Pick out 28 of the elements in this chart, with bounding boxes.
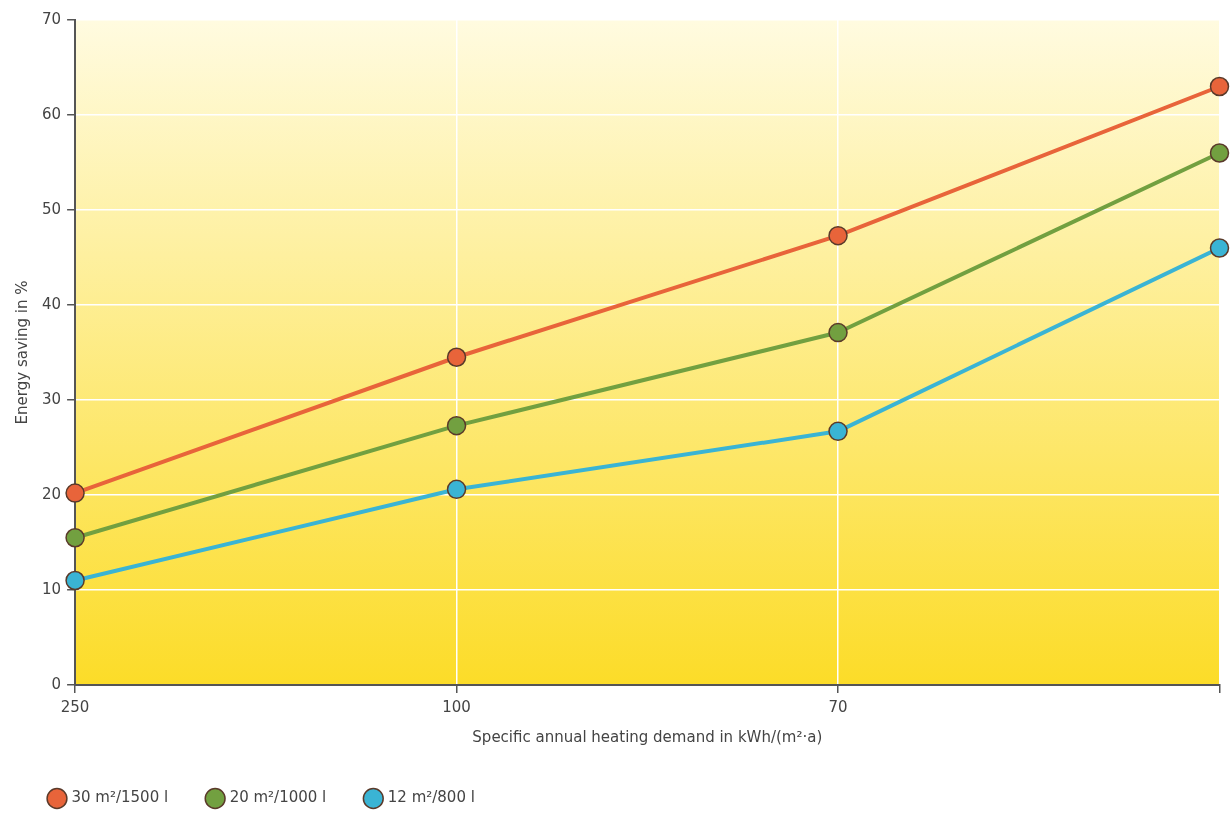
point: [828, 225, 848, 246]
point: [446, 415, 467, 436]
x-axis-title: Specific annual heating demand in kWh/(m²·a): [472, 727, 823, 746]
y-tick-label: 30: [41, 389, 62, 408]
y-tick-label: 0: [51, 674, 62, 693]
point: [65, 483, 85, 503]
point: [65, 570, 85, 591]
x-tick-label: 250: [60, 697, 90, 716]
point: [65, 528, 85, 548]
y-tick-label: 60: [41, 104, 62, 123]
x-tick-label: 70: [828, 697, 848, 716]
point: [446, 479, 467, 500]
point: [1209, 76, 1230, 97]
point: [1209, 238, 1230, 258]
x-tick-label: 100: [442, 697, 471, 716]
point: [446, 347, 467, 367]
legend-label: 30 m²/1500 l: [71, 788, 169, 807]
y-tick-label: 40: [41, 294, 62, 313]
legend-label: 12 m²/800 l: [387, 788, 475, 807]
y-tick-label: 10: [41, 579, 62, 598]
legend-label: 20 m²/1000 l: [229, 788, 327, 807]
y-axis-title: Energy saving in %: [12, 280, 31, 425]
y-tick-label: 20: [41, 484, 62, 503]
y-tick-label: 50: [41, 199, 62, 218]
y-tick-label: 70: [41, 9, 62, 28]
point: [828, 421, 848, 442]
point: [828, 322, 848, 343]
point: [1209, 143, 1230, 163]
